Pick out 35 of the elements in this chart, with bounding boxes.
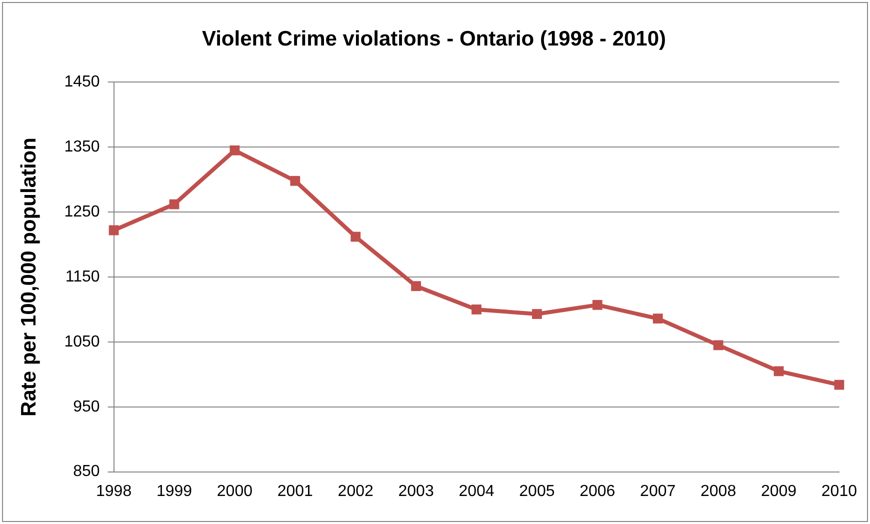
point — [774, 366, 784, 376]
chart-title: Violent Crime violations - Ontario (1998 - 2010) — [202, 27, 666, 50]
y-tick-label: 1450 — [64, 74, 100, 91]
y-tick-label: 850 — [73, 463, 100, 480]
point — [592, 300, 602, 310]
point — [411, 281, 421, 292]
x-tick-label: 2005 — [519, 482, 555, 500]
point — [169, 199, 180, 210]
point — [652, 314, 663, 324]
point — [108, 225, 119, 236]
x-tick-label: 2006 — [580, 482, 616, 500]
point — [230, 145, 240, 156]
y-tick-label: 950 — [73, 398, 100, 416]
point — [290, 176, 300, 186]
point — [713, 340, 724, 350]
y-tick-label: 1250 — [64, 203, 100, 220]
x-tick-label: 1999 — [156, 482, 192, 500]
x-tick-label: 2009 — [760, 482, 797, 500]
y-tick-label: 1150 — [65, 268, 100, 286]
x-tick-label: 1998 — [96, 482, 132, 500]
y-tick-label: 1050 — [64, 333, 100, 350]
x-tick-label: 2000 — [216, 482, 253, 500]
x-tick-label: 2004 — [458, 482, 494, 500]
point — [472, 304, 482, 314]
x-tick-label: 2008 — [700, 482, 736, 500]
x-tick-label: 2007 — [640, 482, 676, 500]
x-tick-label: 2010 — [821, 482, 858, 500]
point — [350, 232, 361, 242]
y-tick-label: 1350 — [64, 138, 100, 156]
point — [532, 309, 542, 319]
x-tick-label: 2001 — [277, 482, 314, 500]
x-tick-label: 2003 — [398, 482, 434, 500]
x-tick-label: 2002 — [338, 482, 374, 500]
point — [834, 380, 844, 390]
y-axis-title: Rate per 100,000 population — [17, 138, 40, 416]
